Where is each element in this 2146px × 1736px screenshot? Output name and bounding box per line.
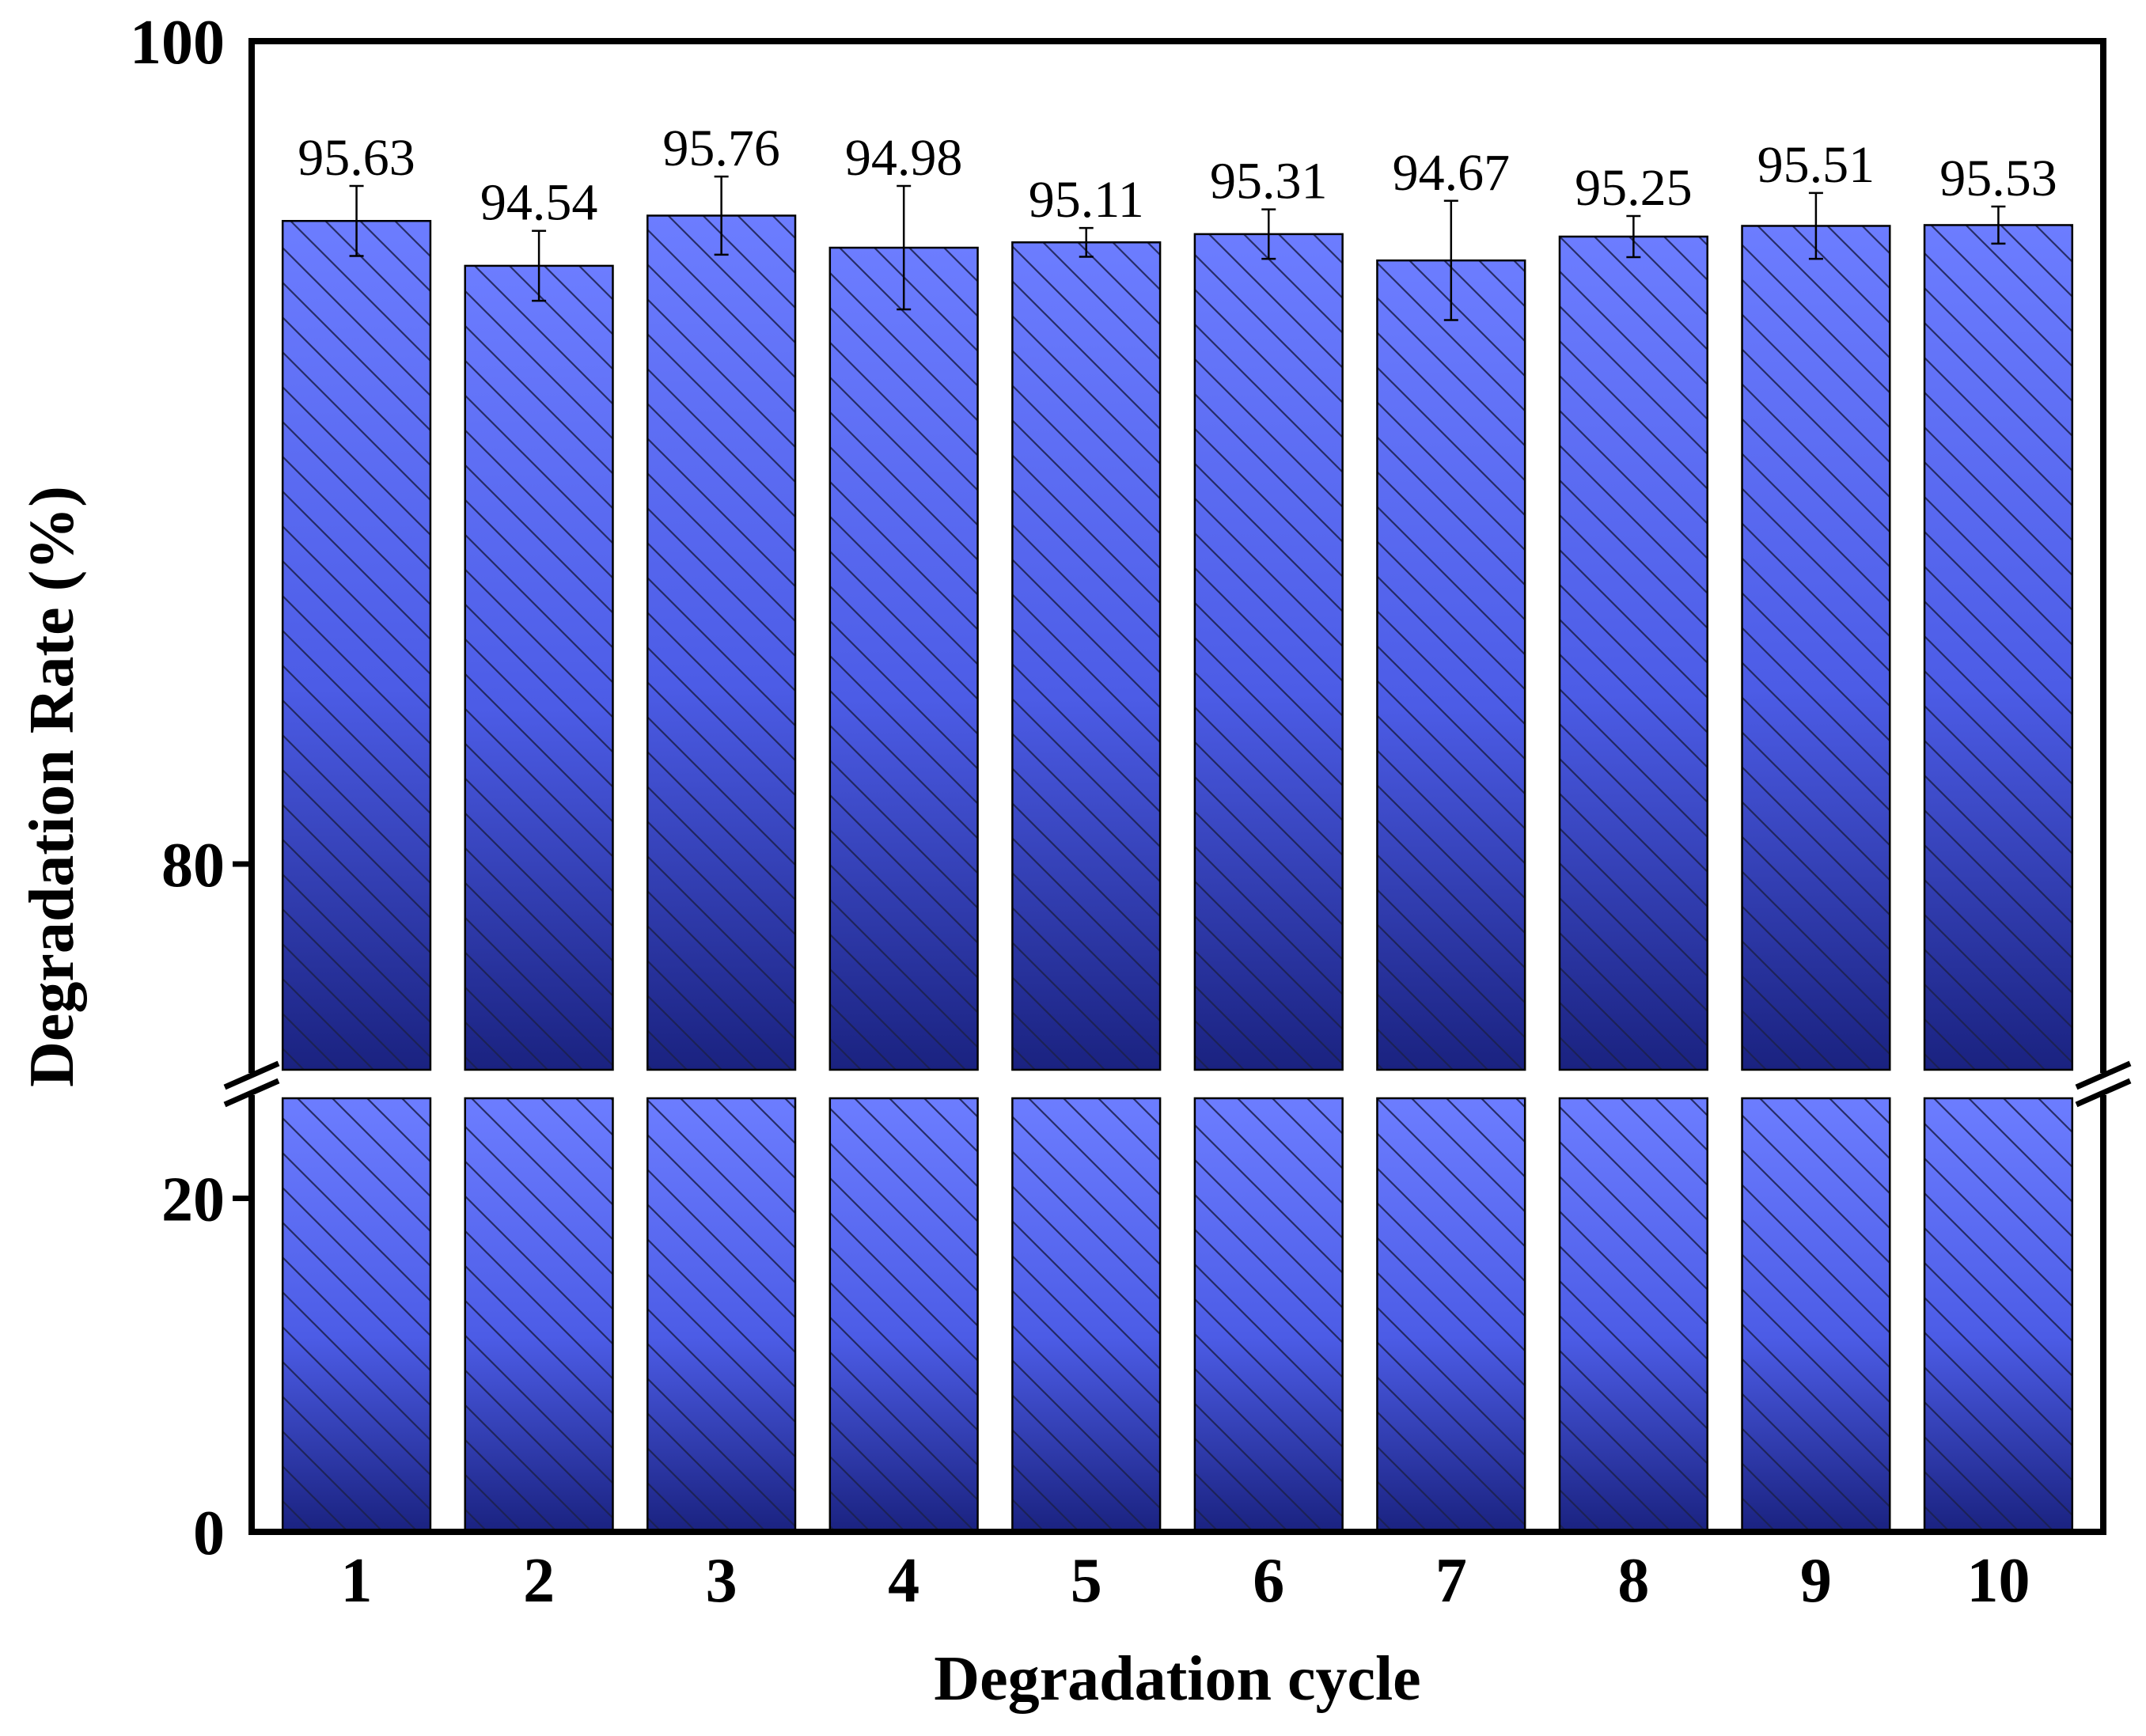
error-bar (1808, 191, 1823, 260)
error-bar (1261, 208, 1276, 260)
error-bar (714, 175, 729, 256)
bar-upper-hatch (1741, 225, 1891, 1071)
axes-frame (223, 38, 2132, 1535)
data-label: 95.76 (662, 119, 780, 177)
bar-lower-hatch (1011, 1097, 1162, 1533)
axis-break-mark-left (223, 1060, 280, 1108)
bar-4 (828, 184, 979, 1533)
y-tick-label: 100 (130, 8, 225, 78)
data-label: 94.54 (480, 174, 598, 232)
bar-8 (1558, 214, 1708, 1533)
bar-lower-hatch (1923, 1097, 2074, 1533)
data-label: 95.63 (298, 129, 415, 187)
bar-1 (281, 184, 432, 1533)
bar-3 (646, 175, 797, 1533)
data-label: 95.11 (1029, 171, 1144, 229)
x-tick-label: 10 (1966, 1546, 2030, 1616)
error-bar (1991, 205, 2006, 245)
bar-upper-hatch (1011, 241, 1162, 1071)
break-slash-bottom (2075, 1078, 2132, 1108)
data-label: 95.53 (1939, 150, 2057, 207)
error-bar (1443, 199, 1458, 321)
error-bar (1626, 214, 1641, 259)
bar-7 (1376, 199, 1526, 1533)
bar-lower-hatch (1376, 1097, 1526, 1533)
break-slash-top (2075, 1060, 2132, 1090)
data-label: 95.31 (1210, 153, 1328, 210)
x-axis-title: Degradation cycle (934, 1644, 1420, 1714)
x-tick-label: 3 (706, 1546, 737, 1616)
bar-upper-hatch (646, 214, 797, 1071)
x-tick-label: 1 (341, 1546, 373, 1616)
x-tick-label: 5 (1071, 1546, 1102, 1616)
x-tick-label: 6 (1253, 1546, 1284, 1616)
data-label: 95.51 (1757, 136, 1875, 194)
error-bar (532, 229, 547, 302)
bar-upper-hatch (828, 246, 979, 1071)
bars-layer (281, 175, 2074, 1533)
bar-lower-hatch (646, 1097, 797, 1533)
y-axis-title: Degradation Rate (%) (17, 486, 87, 1087)
data-label: 95.25 (1575, 159, 1693, 217)
bar-10 (1923, 205, 2074, 1533)
labels-layer: 95.63 1 94.54 2 95.76 3 94.98 4 95.11 5 95.31 6 94.6… (17, 8, 2057, 1714)
break-slash-top (223, 1060, 280, 1090)
break-slash-bottom (223, 1078, 280, 1108)
bar-2 (464, 229, 614, 1533)
bar-lower-hatch (281, 1097, 432, 1533)
error-bar (349, 184, 364, 257)
data-label: 94.67 (1393, 144, 1511, 202)
bar-upper-hatch (464, 264, 614, 1071)
bar-lower-hatch (1741, 1097, 1891, 1533)
bar-upper-hatch (1558, 235, 1708, 1071)
error-bar (897, 184, 912, 311)
x-tick-label: 4 (888, 1546, 919, 1616)
bar-upper-hatch (1193, 233, 1344, 1071)
x-tick-label: 7 (1435, 1546, 1467, 1616)
y-tick-label: 0 (193, 1499, 225, 1568)
bar-9 (1741, 191, 1891, 1533)
bar-5 (1011, 226, 1162, 1533)
y-tick-label: 20 (161, 1165, 225, 1234)
bar-lower-hatch (464, 1097, 614, 1533)
x-tick-label: 2 (523, 1546, 555, 1616)
bar-lower-hatch (1558, 1097, 1708, 1533)
bar-upper-hatch (1923, 224, 2074, 1071)
bar-upper-hatch (281, 219, 432, 1071)
data-label: 94.98 (845, 129, 963, 187)
bar-6 (1193, 208, 1344, 1533)
y-tick-label: 80 (161, 831, 225, 900)
axis-break-mark-right (2075, 1060, 2132, 1108)
x-tick-label: 9 (1800, 1546, 1832, 1616)
x-tick-label: 8 (1617, 1546, 1649, 1616)
bar-lower-hatch (1193, 1097, 1344, 1533)
bar-upper-hatch (1376, 259, 1526, 1071)
axis-break-gap (256, 1071, 2099, 1097)
bar-lower-hatch (828, 1097, 979, 1533)
error-bar (1079, 226, 1094, 258)
